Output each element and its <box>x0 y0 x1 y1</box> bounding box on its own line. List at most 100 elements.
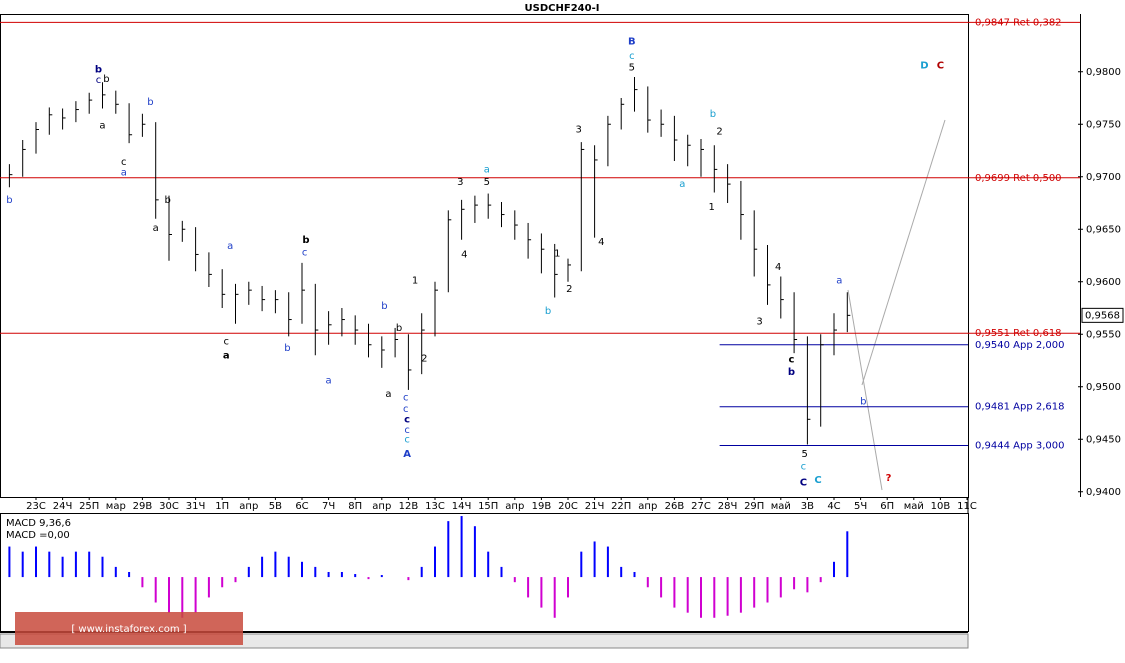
level-label: 0,9481 App 2,618 <box>975 402 1065 413</box>
wave-label: a <box>484 164 490 175</box>
macd-bar <box>274 551 277 578</box>
y-tick-label: 0,9400 <box>1086 487 1121 498</box>
x-tick-label: 28Ч <box>718 501 738 512</box>
macd-bar <box>766 577 769 603</box>
wave-label: A <box>403 449 411 460</box>
watermark: [ www.instaforex.com ] <box>71 624 186 635</box>
projection-line <box>847 289 883 491</box>
macd-bar <box>194 577 197 613</box>
macd-bar <box>819 577 822 583</box>
macd-bar <box>247 566 250 578</box>
x-tick-label: 19В <box>532 501 552 512</box>
macd-bar <box>793 577 796 590</box>
wave-label: 5 <box>802 449 808 460</box>
y-tick-label: 0,9650 <box>1086 224 1121 235</box>
wave-label: ? <box>886 473 892 484</box>
wave-label: c <box>121 157 127 168</box>
macd-bar <box>261 556 264 578</box>
x-tick-label: 27С <box>691 501 711 512</box>
price-frame <box>0 14 969 498</box>
macd-bar <box>61 556 64 578</box>
x-tick-label: 31Ч <box>186 501 206 512</box>
x-tick-label: 6С <box>295 501 308 512</box>
macd-bar <box>287 556 290 578</box>
x-tick-label: 22П <box>611 501 631 512</box>
x-tick-label: 12В <box>399 501 419 512</box>
wave-label: c <box>404 434 410 445</box>
wave-label: a <box>121 168 127 179</box>
wave-label: 5 <box>629 63 635 74</box>
wave-label: b <box>164 195 170 206</box>
macd-bar <box>407 577 410 581</box>
y-tick-label: 0,9450 <box>1086 434 1121 445</box>
wave-label: C <box>814 475 821 486</box>
x-tick-label: 1П <box>215 501 229 512</box>
macd-bar <box>500 566 503 578</box>
macd-label: MACD 9,36,6 <box>6 518 71 529</box>
x-tick-label: апр <box>372 501 391 512</box>
wave-label: b <box>6 195 12 206</box>
macd-bar <box>114 566 117 578</box>
wave-label: b <box>788 367 795 378</box>
wave-label: 3 <box>756 317 762 328</box>
x-tick-label: 25П <box>79 501 99 512</box>
level-label: 0,9847 Ret 0,382 <box>975 17 1062 28</box>
macd-bar <box>833 561 835 578</box>
macd-bar <box>460 516 463 578</box>
macd-bar <box>181 577 184 618</box>
wave-label: a <box>679 179 685 190</box>
level-label: 0,9444 App 3,000 <box>975 441 1065 452</box>
watermark-box <box>15 612 243 645</box>
macd-bar <box>380 575 383 578</box>
x-tick-label: 11С <box>957 501 977 512</box>
wave-label: 1 <box>554 248 560 259</box>
macd-bar <box>447 521 450 578</box>
wave-label: b <box>710 109 716 120</box>
x-tick-label: 4С <box>827 501 840 512</box>
wave-label: 4 <box>598 237 604 248</box>
macd-bar <box>354 574 357 578</box>
wave-label: c <box>404 414 410 425</box>
wave-label: a <box>326 375 332 386</box>
wave-label: a <box>227 241 233 252</box>
macd-bar <box>527 577 530 598</box>
macd-bar <box>713 577 716 618</box>
macd-bar <box>35 546 37 578</box>
macd-bar <box>753 577 756 608</box>
macd-bar <box>606 546 609 578</box>
y-tick-label: 0,9700 <box>1086 172 1121 183</box>
macd-bar <box>434 546 436 578</box>
macd-bar <box>700 577 702 618</box>
macd-value-label: MACD =0,00 <box>6 530 70 541</box>
level-label: 0,9540 App 2,000 <box>975 340 1065 351</box>
macd-bar <box>74 551 77 578</box>
wave-label: b <box>545 306 551 317</box>
x-tick-label: 30С <box>159 501 179 512</box>
wave-label: b <box>284 343 290 354</box>
x-tick-label: май <box>904 501 924 512</box>
wave-label: a <box>836 276 842 287</box>
last-price-box <box>1081 307 1124 323</box>
y-tick-label: 0,9600 <box>1086 277 1121 288</box>
macd-bar <box>301 561 303 578</box>
wave-label: c <box>404 425 410 436</box>
macd-frame <box>0 513 969 632</box>
wave-label: a <box>385 389 391 400</box>
macd-bar <box>633 571 636 578</box>
wave-label: b <box>860 396 866 407</box>
level-label: 0,9699 Ret 0,500 <box>975 173 1062 184</box>
wave-label: 2 <box>566 284 572 295</box>
macd-bar <box>314 566 317 578</box>
wave-label: a <box>223 350 230 361</box>
wave-label: a <box>153 223 159 234</box>
macd-bar <box>48 551 51 578</box>
wave-label: b <box>396 323 402 334</box>
wave-label: 1 <box>412 276 418 287</box>
y-tick-label: 0,9550 <box>1086 329 1121 340</box>
x-tick-label: 6П <box>880 501 894 512</box>
macd-bar <box>21 551 24 578</box>
macd-bar <box>487 551 490 578</box>
macd-bar <box>673 577 676 608</box>
